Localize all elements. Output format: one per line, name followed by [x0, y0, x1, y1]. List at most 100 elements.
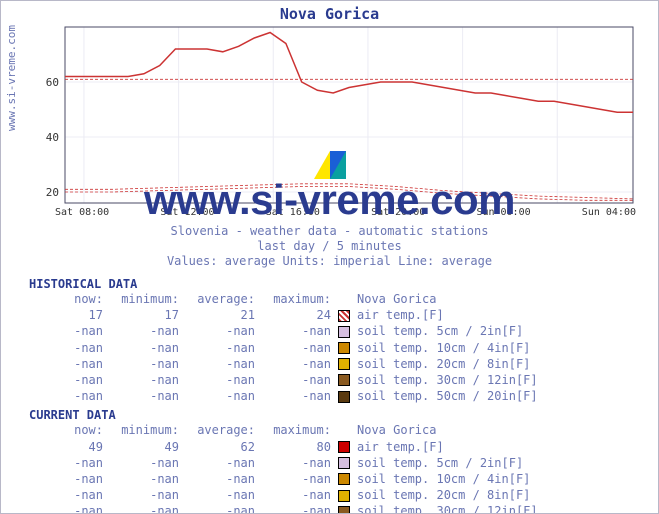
- color-swatch: [338, 441, 350, 453]
- row-label: soil temp. 30cm / 12in[F]: [355, 372, 540, 388]
- row-label: air temp.[F]: [355, 439, 540, 455]
- svg-text:40: 40: [46, 131, 59, 144]
- row-label: soil temp. 10cm / 4in[F]: [355, 471, 540, 487]
- val-min: -nan: [105, 372, 181, 388]
- val-max: 80: [257, 439, 333, 455]
- val-avg: -nan: [181, 356, 257, 372]
- val-now: 49: [29, 439, 105, 455]
- val-avg: -nan: [181, 388, 257, 404]
- svg-text:20: 20: [46, 186, 59, 199]
- x-tick: Sun 04:00: [582, 207, 636, 218]
- val-min: 17: [105, 307, 181, 323]
- val-max: -nan: [257, 323, 333, 339]
- row-label: soil temp. 10cm / 4in[F]: [355, 340, 540, 356]
- val-min: -nan: [105, 455, 181, 471]
- val-max: -nan: [257, 503, 333, 514]
- table-row: -nan-nan-nan-nansoil temp. 20cm / 8in[F]: [29, 487, 540, 503]
- val-min: -nan: [105, 323, 181, 339]
- color-swatch: [338, 490, 350, 502]
- table-row: 17172124air temp.[F]: [29, 307, 540, 323]
- val-min: -nan: [105, 471, 181, 487]
- color-swatch: [338, 374, 350, 386]
- val-max: 24: [257, 307, 333, 323]
- table-row: -nan-nan-nan-nansoil temp. 10cm / 4in[F]: [29, 471, 540, 487]
- val-avg: -nan: [181, 455, 257, 471]
- val-avg: -nan: [181, 487, 257, 503]
- color-swatch: [338, 457, 350, 469]
- subtitle-line2: last day / 5 minutes: [1, 239, 658, 254]
- val-now: -nan: [29, 372, 105, 388]
- table-row: -nan-nan-nan-nansoil temp. 5cm / 2in[F]: [29, 455, 540, 471]
- col-header: maximum:: [257, 422, 333, 438]
- val-min: -nan: [105, 356, 181, 372]
- val-max: -nan: [257, 455, 333, 471]
- val-now: -nan: [29, 503, 105, 514]
- val-avg: 62: [181, 439, 257, 455]
- val-avg: -nan: [181, 323, 257, 339]
- historical-header: HISTORICAL DATA: [29, 277, 646, 291]
- val-now: -nan: [29, 471, 105, 487]
- color-swatch: [338, 473, 350, 485]
- val-avg: -nan: [181, 503, 257, 514]
- table-row: -nan-nan-nan-nansoil temp. 20cm / 8in[F]: [29, 356, 540, 372]
- val-min: -nan: [105, 487, 181, 503]
- row-label: air temp.[F]: [355, 307, 540, 323]
- x-tick: Sat 20:00: [371, 207, 425, 218]
- row-label: soil temp. 50cm / 20in[F]: [355, 388, 540, 404]
- val-min: -nan: [105, 340, 181, 356]
- x-tick: Sat 16:00: [266, 207, 320, 218]
- val-avg: -nan: [181, 372, 257, 388]
- val-min: -nan: [105, 503, 181, 514]
- val-now: -nan: [29, 323, 105, 339]
- val-min: 49: [105, 439, 181, 455]
- y-axis-label: www.si-vreme.com: [5, 25, 18, 131]
- x-tick-labels: Sat 08:00 Sat 12:00 Sat 16:00 Sat 20:00 Sun …: [55, 207, 636, 218]
- val-now: -nan: [29, 455, 105, 471]
- color-swatch: [338, 358, 350, 370]
- val-now: 17: [29, 307, 105, 323]
- data-tables: HISTORICAL DATA now:minimum:average:maxi…: [29, 277, 646, 514]
- table-row: 49496280air temp.[F]: [29, 439, 540, 455]
- col-header: minimum:: [105, 291, 181, 307]
- val-max: -nan: [257, 487, 333, 503]
- row-label: soil temp. 5cm / 2in[F]: [355, 323, 540, 339]
- val-min: -nan: [105, 388, 181, 404]
- historical-table: now:minimum:average:maximum:Nova Gorica1…: [29, 291, 540, 404]
- val-now: -nan: [29, 356, 105, 372]
- val-max: -nan: [257, 356, 333, 372]
- table-row: -nan-nan-nan-nansoil temp. 30cm / 12in[F…: [29, 372, 540, 388]
- val-now: -nan: [29, 388, 105, 404]
- table-row: -nan-nan-nan-nansoil temp. 5cm / 2in[F]: [29, 323, 540, 339]
- row-label: soil temp. 30cm / 12in[F]: [355, 503, 540, 514]
- val-avg: -nan: [181, 340, 257, 356]
- color-swatch: [338, 342, 350, 354]
- color-swatch: [338, 310, 350, 322]
- val-max: -nan: [257, 388, 333, 404]
- col-header: minimum:: [105, 422, 181, 438]
- location-header: Nova Gorica: [355, 291, 540, 307]
- col-header: now:: [29, 291, 105, 307]
- col-header: maximum:: [257, 291, 333, 307]
- table-row: -nan-nan-nan-nansoil temp. 10cm / 4in[F]: [29, 340, 540, 356]
- val-max: -nan: [257, 471, 333, 487]
- x-tick: Sat 08:00: [55, 207, 109, 218]
- x-tick: Sat 12:00: [160, 207, 214, 218]
- x-tick: Sun 00:00: [476, 207, 530, 218]
- svg-text:60: 60: [46, 76, 59, 89]
- val-avg: -nan: [181, 471, 257, 487]
- col-header: average:: [181, 422, 257, 438]
- current-header: CURRENT DATA: [29, 408, 646, 422]
- row-label: soil temp. 20cm / 8in[F]: [355, 487, 540, 503]
- val-avg: 21: [181, 307, 257, 323]
- val-now: -nan: [29, 487, 105, 503]
- val-max: -nan: [257, 372, 333, 388]
- subtitle: Slovenia - weather data - automatic stat…: [1, 224, 658, 269]
- table-row: -nan-nan-nan-nansoil temp. 30cm / 12in[F…: [29, 503, 540, 514]
- row-label: soil temp. 5cm / 2in[F]: [355, 455, 540, 471]
- val-max: -nan: [257, 340, 333, 356]
- row-label: soil temp. 20cm / 8in[F]: [355, 356, 540, 372]
- color-swatch: [338, 391, 350, 403]
- color-swatch: [338, 506, 350, 514]
- center-logo: [314, 151, 346, 182]
- location-header: Nova Gorica: [355, 422, 540, 438]
